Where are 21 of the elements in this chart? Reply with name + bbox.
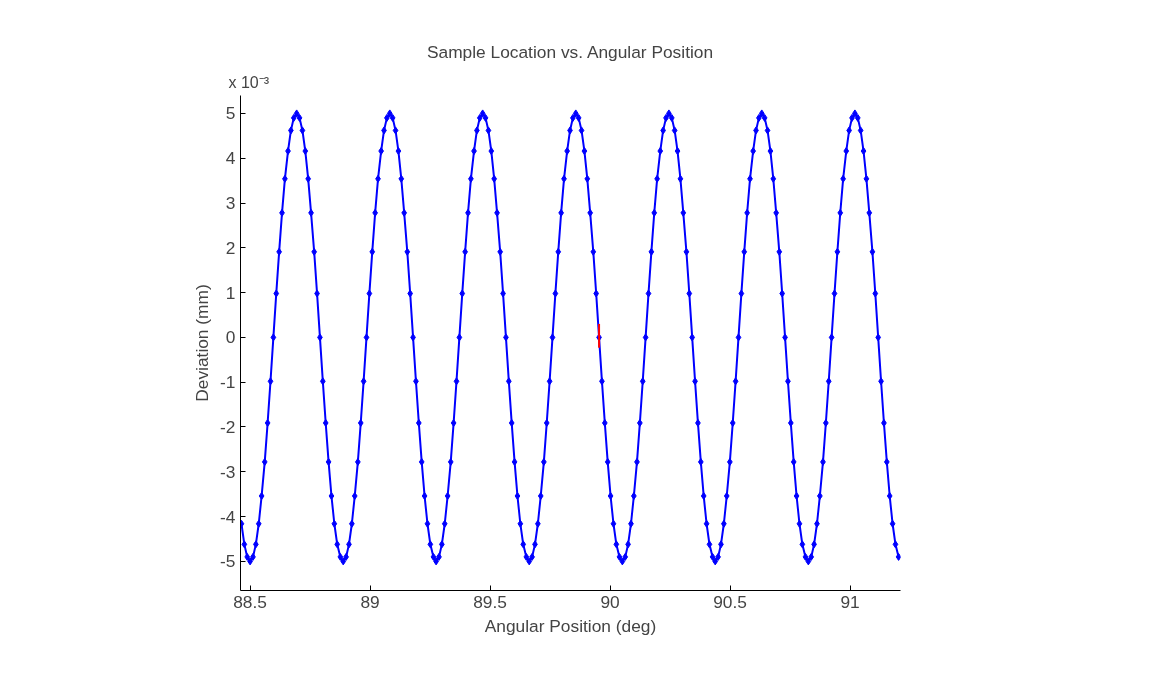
y-tick-label: -4 <box>220 506 236 527</box>
y-tick-label: 0 <box>225 327 236 348</box>
y-tick-label: -5 <box>220 551 236 572</box>
text: x 10⁻³ <box>228 73 270 91</box>
y-tick-label: 2 <box>225 237 236 258</box>
y-tick-label: -3 <box>220 461 236 482</box>
y-tick-label: -2 <box>220 416 236 437</box>
x-tick-label: 90 <box>600 591 620 612</box>
y-tick-label: -1 <box>220 372 236 393</box>
y-axis-title: Deviation (mm) <box>192 284 213 402</box>
x-tick-label: 88.5 <box>233 591 267 612</box>
x-tick-label: 90.5 <box>713 591 747 612</box>
x-tick-label: 89 <box>360 591 380 612</box>
x-tick-label: 89.5 <box>473 591 507 612</box>
y-tick-label: 4 <box>225 148 236 169</box>
y-tick-label: 5 <box>225 103 236 124</box>
chart-title: Sample Location vs. Angular Position <box>426 41 714 62</box>
x-axis-title: Angular Position (deg) <box>484 615 657 636</box>
y-tick-label: 1 <box>225 282 236 303</box>
x-tick-label: 91 <box>840 591 860 612</box>
y-tick-label: 3 <box>225 193 236 214</box>
